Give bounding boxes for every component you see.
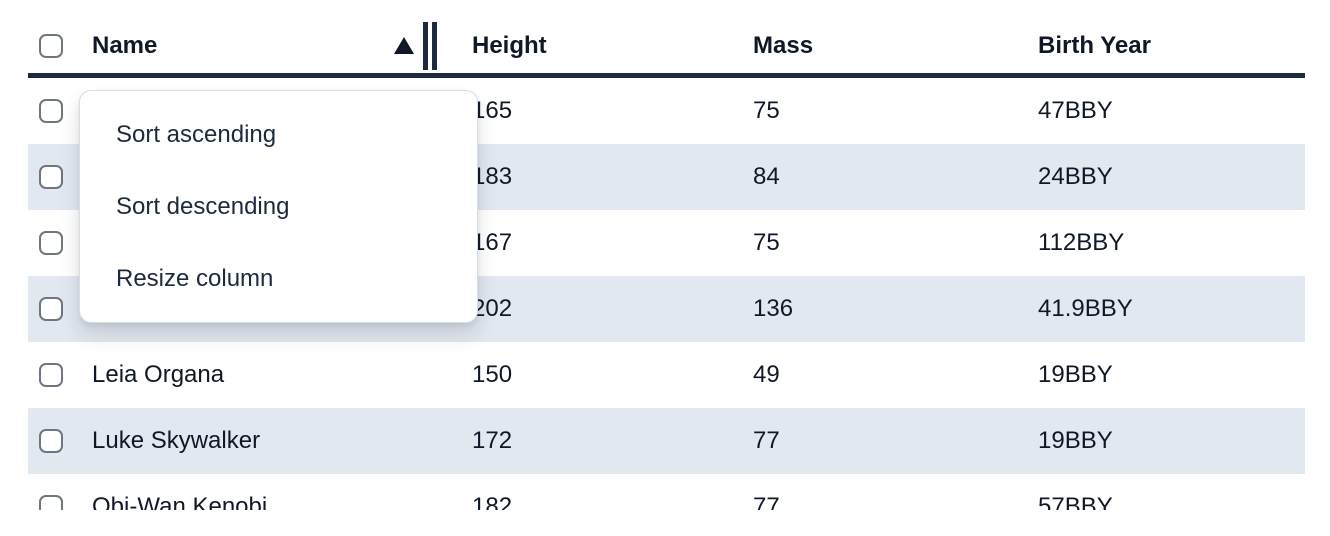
row-checkbox[interactable] <box>39 231 63 255</box>
cell-height: 202 <box>472 295 513 322</box>
table-row: Obi-Wan Kenobi 182 77 57BBY <box>28 474 1305 510</box>
cell-birth-year: 19BBY <box>1038 427 1113 454</box>
cell-name: Luke Skywalker <box>92 427 261 454</box>
row-checkbox[interactable] <box>39 165 63 189</box>
table-row: Leia Organa 150 49 19BBY <box>28 342 1305 408</box>
menu-item-resize-column[interactable]: Resize column <box>116 265 274 292</box>
column-header-height-label: Height <box>472 31 547 59</box>
resize-bar-right <box>432 21 437 70</box>
cell-height: 150 <box>472 361 513 388</box>
row-checkbox[interactable] <box>39 297 63 321</box>
cell-mass: 77 <box>753 427 780 454</box>
row-checkbox[interactable] <box>39 495 63 510</box>
column-context-menu: Sort ascending Sort descending Resize co… <box>79 90 478 323</box>
cell-height: 172 <box>472 427 513 454</box>
column-resize-handle-icon[interactable] <box>423 21 437 70</box>
cell-name: Leia Organa <box>92 361 225 388</box>
cell-height: 182 <box>472 493 513 510</box>
select-all-checkbox[interactable] <box>39 33 63 58</box>
cell-mass: 77 <box>753 493 780 510</box>
cell-height: 167 <box>472 229 513 256</box>
menu-item-sort-descending[interactable]: Sort descending <box>116 193 290 220</box>
cell-birth-year: 112BBY <box>1038 229 1125 256</box>
cell-birth-year: 41.9BBY <box>1038 295 1133 322</box>
header-cell-select <box>28 33 92 58</box>
column-header-height[interactable]: Height <box>472 32 753 60</box>
cell-mass: 75 <box>753 97 780 124</box>
cell-height: 183 <box>472 163 513 190</box>
cell-birth-year: 24BBY <box>1038 163 1113 190</box>
row-checkbox[interactable] <box>39 99 63 123</box>
menu-item-sort-ascending[interactable]: Sort ascending <box>116 121 277 148</box>
resize-bar-left <box>423 21 428 70</box>
column-header-name-label: Name <box>92 31 158 59</box>
table-header-row: Name Height Mass Birth Year <box>28 0 1305 78</box>
row-checkbox[interactable] <box>39 363 63 387</box>
cell-name: Obi-Wan Kenobi <box>92 493 268 510</box>
cell-mass: 84 <box>753 163 780 190</box>
sort-ascending-icon <box>394 37 414 54</box>
cell-height: 165 <box>472 97 513 124</box>
cell-mass: 49 <box>753 361 780 388</box>
row-checkbox[interactable] <box>39 429 63 453</box>
column-header-mass-label: Mass <box>753 31 814 59</box>
column-header-mass[interactable]: Mass <box>753 32 1038 60</box>
cell-mass: 136 <box>753 295 794 322</box>
cell-birth-year: 57BBY <box>1038 493 1113 510</box>
cell-birth-year: 19BBY <box>1038 361 1113 388</box>
cell-birth-year: 47BBY <box>1038 97 1113 124</box>
column-header-name[interactable]: Name <box>92 21 472 70</box>
column-header-birth-year[interactable]: Birth Year <box>1038 32 1305 60</box>
table-row: Luke Skywalker 172 77 19BBY <box>28 408 1305 474</box>
cell-mass: 75 <box>753 229 780 256</box>
column-header-birth-year-label: Birth Year <box>1038 31 1151 59</box>
